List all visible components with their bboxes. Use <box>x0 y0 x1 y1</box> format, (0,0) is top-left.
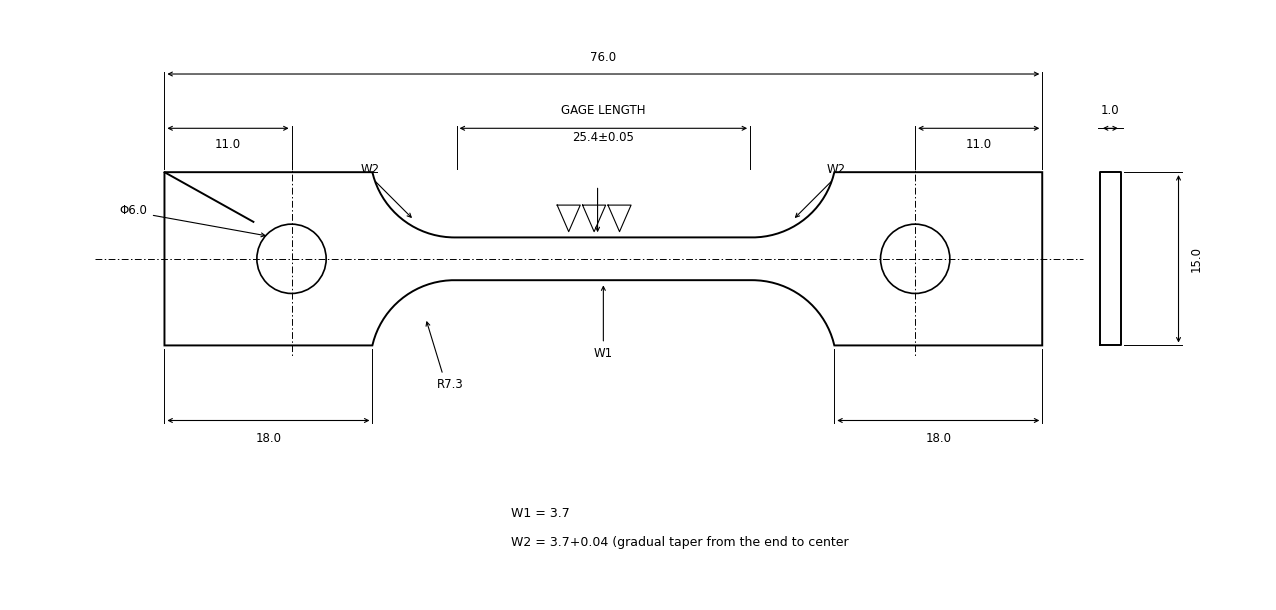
Text: W1: W1 <box>593 347 612 360</box>
Text: 1.0: 1.0 <box>1101 104 1119 117</box>
Text: R7.3: R7.3 <box>438 378 464 392</box>
Text: 76.0: 76.0 <box>591 51 616 63</box>
Text: 15.0: 15.0 <box>1191 246 1203 272</box>
Text: 11.0: 11.0 <box>214 137 241 151</box>
Text: 18.0: 18.0 <box>925 432 952 445</box>
Text: 11.0: 11.0 <box>966 137 991 151</box>
Text: W2 = 3.7+0.04 (gradual taper from the end to center: W2 = 3.7+0.04 (gradual taper from the en… <box>510 536 849 549</box>
Text: 18.0: 18.0 <box>255 432 282 445</box>
Text: W2: W2 <box>827 163 846 176</box>
Text: W2: W2 <box>361 163 380 176</box>
Text: GAGE LENGTH: GAGE LENGTH <box>561 104 646 117</box>
Text: Φ6.0: Φ6.0 <box>119 204 147 217</box>
Text: 25.4±0.05: 25.4±0.05 <box>573 131 634 143</box>
Text: W1 = 3.7: W1 = 3.7 <box>510 507 569 520</box>
